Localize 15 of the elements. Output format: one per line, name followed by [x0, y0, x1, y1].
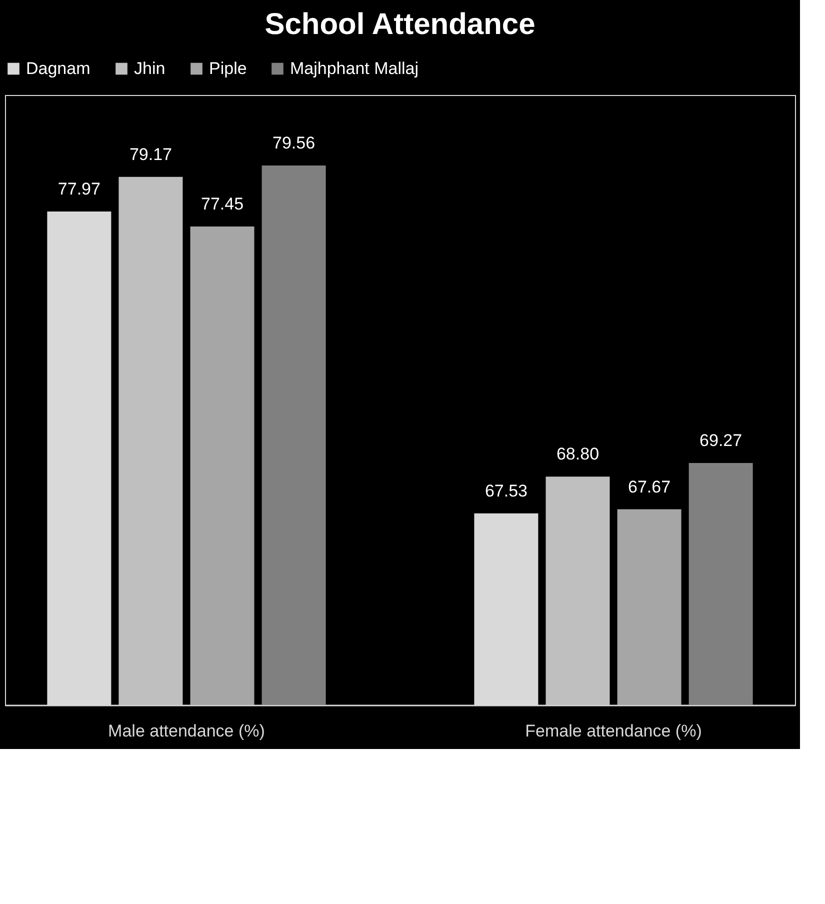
data-label: 77.97: [58, 180, 100, 199]
legend-label: Majhphant Mallaj: [290, 58, 419, 78]
legend-label: Piple: [209, 58, 247, 78]
data-label: 77.45: [200, 194, 244, 214]
data-label: 67.67: [628, 477, 671, 496]
data-label: 79.17: [129, 144, 172, 164]
x-tick-label: Female attendance (%): [525, 722, 702, 740]
data-label: 68.80: [556, 444, 600, 464]
data-label: 67.53: [484, 481, 528, 500]
x-tick-label: Male attendance (%): [108, 722, 265, 740]
legend-label: Dagnam: [26, 58, 90, 78]
chart-title: School Attendance: [264, 8, 536, 41]
data-label: 69.27: [700, 431, 742, 450]
data-label: 79.56: [272, 134, 316, 153]
legend-label: Jhin: [134, 58, 166, 78]
